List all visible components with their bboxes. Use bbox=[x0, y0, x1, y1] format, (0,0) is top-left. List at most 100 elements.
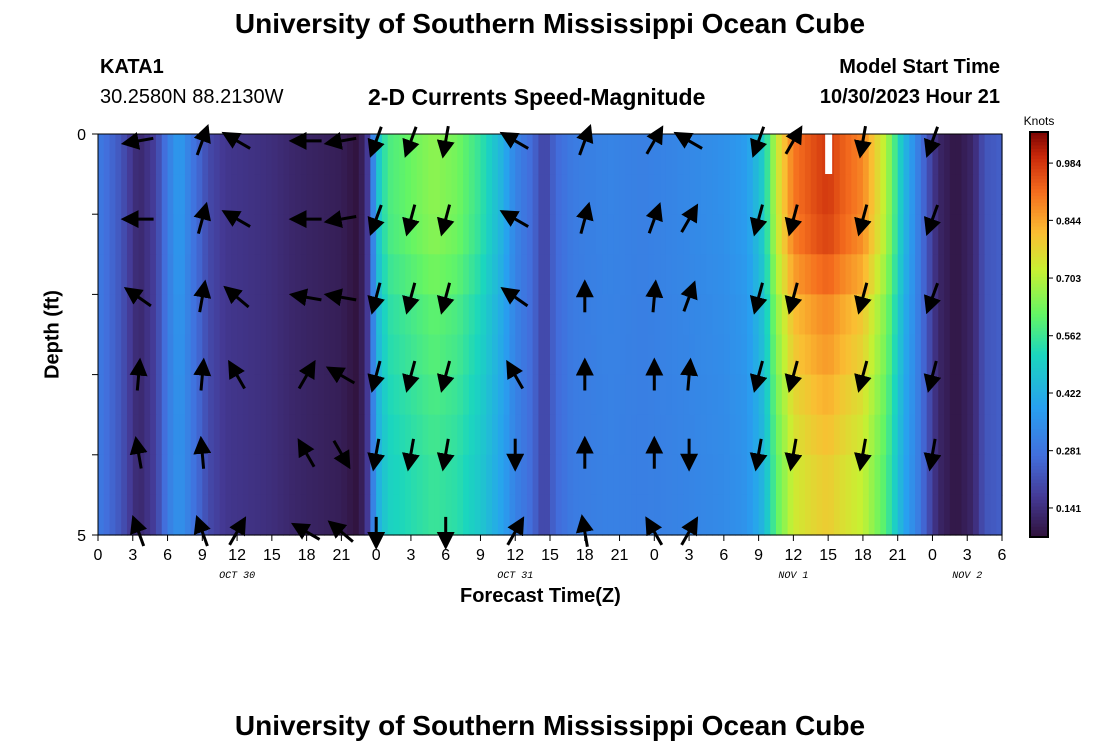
heat-cell bbox=[625, 214, 632, 255]
heat-cell bbox=[886, 374, 893, 416]
heat-cell bbox=[747, 334, 754, 376]
heat-cell bbox=[973, 494, 980, 536]
heat-cell bbox=[393, 494, 400, 536]
heat-cell bbox=[880, 134, 887, 175]
heat-cell bbox=[712, 414, 719, 456]
heat-cell bbox=[671, 374, 679, 416]
heat-cell bbox=[480, 134, 487, 175]
heat-cell bbox=[700, 334, 708, 376]
heat-cell bbox=[457, 294, 464, 336]
heat-cell bbox=[752, 174, 760, 215]
heat-cell bbox=[98, 334, 105, 376]
heat-cell bbox=[254, 334, 261, 376]
current-vector-arrow bbox=[223, 285, 250, 309]
heat-cell bbox=[550, 334, 557, 376]
heat-cell bbox=[636, 454, 644, 496]
heat-cell bbox=[422, 414, 429, 456]
heat-cell bbox=[729, 294, 737, 336]
heat-cell bbox=[202, 454, 209, 496]
heat-cell bbox=[810, 294, 818, 336]
heat-cell bbox=[793, 294, 800, 336]
heat-cell bbox=[886, 174, 893, 215]
colorbar-segment bbox=[1030, 412, 1048, 417]
heat-cell bbox=[694, 134, 702, 175]
heat-cell bbox=[184, 374, 192, 416]
heat-cell bbox=[497, 294, 505, 336]
heat-cell bbox=[150, 374, 157, 416]
heat-cell bbox=[115, 254, 122, 295]
heat-cell bbox=[161, 294, 169, 336]
heat-cell bbox=[248, 334, 256, 376]
colorbar-segment bbox=[1030, 442, 1048, 447]
heat-cell bbox=[416, 494, 424, 536]
colorbar-segment bbox=[1030, 358, 1048, 363]
heat-cell bbox=[544, 134, 551, 175]
heat-cell bbox=[318, 134, 325, 175]
heat-cell bbox=[845, 174, 852, 215]
colorbar-segment bbox=[1030, 530, 1048, 535]
heat-cell bbox=[434, 134, 441, 175]
heat-cell bbox=[949, 334, 957, 376]
heat-cell bbox=[689, 254, 696, 295]
heat-cell bbox=[532, 134, 540, 175]
heat-cell bbox=[283, 454, 290, 496]
heat-cell bbox=[955, 334, 963, 376]
heat-cell bbox=[312, 174, 319, 215]
heat-cell bbox=[445, 414, 453, 456]
heat-cell bbox=[642, 294, 650, 336]
heat-cell bbox=[370, 454, 377, 496]
heat-cell bbox=[237, 334, 244, 376]
current-vector-arrow bbox=[854, 204, 872, 237]
colorbar-segment bbox=[1030, 277, 1048, 282]
heat-cell bbox=[132, 294, 140, 336]
heat-cell bbox=[793, 254, 800, 295]
heat-cell bbox=[567, 294, 574, 336]
heat-cell bbox=[144, 374, 151, 416]
heat-cell bbox=[891, 454, 899, 496]
heat-cell bbox=[538, 294, 545, 336]
heat-cell bbox=[306, 334, 314, 376]
current-vector-arrow bbox=[327, 520, 354, 543]
heat-cell bbox=[480, 414, 487, 456]
heat-cell bbox=[515, 334, 522, 376]
heat-cell bbox=[538, 134, 545, 175]
heat-cell bbox=[416, 214, 424, 255]
heat-cell bbox=[463, 414, 470, 456]
heat-cell bbox=[596, 294, 603, 336]
colorbar-tick-label: 0.844 bbox=[1056, 216, 1081, 227]
current-vector-arrow bbox=[367, 438, 386, 472]
heat-cell bbox=[515, 454, 522, 496]
heat-cell bbox=[352, 254, 360, 295]
heat-cell bbox=[857, 174, 864, 215]
heat-cell bbox=[115, 134, 122, 175]
heat-cell bbox=[573, 134, 580, 175]
heat-cell bbox=[567, 214, 574, 255]
heat-cell bbox=[584, 174, 592, 215]
heat-cell bbox=[416, 334, 424, 376]
heat-cell bbox=[318, 334, 325, 376]
heat-cell bbox=[405, 454, 412, 496]
heat-cell bbox=[619, 454, 626, 496]
heat-cell bbox=[387, 454, 395, 496]
heat-cell bbox=[718, 414, 725, 456]
heat-cell bbox=[260, 134, 267, 175]
heat-cell bbox=[208, 494, 215, 536]
heat-cell bbox=[920, 494, 928, 536]
heat-cell bbox=[428, 294, 435, 336]
heat-cell bbox=[213, 374, 221, 416]
heat-cell bbox=[915, 494, 922, 536]
heat-cell bbox=[851, 454, 858, 496]
heat-cell bbox=[138, 254, 145, 295]
heat-cell bbox=[561, 214, 568, 255]
heat-cell bbox=[352, 134, 360, 175]
heat-cell bbox=[150, 174, 157, 215]
heat-cell bbox=[683, 374, 690, 416]
heat-cell bbox=[561, 414, 568, 456]
heat-cell bbox=[909, 174, 916, 215]
heat-cell bbox=[804, 174, 812, 215]
x-tick-label: 18 bbox=[854, 547, 872, 564]
heat-cell bbox=[277, 214, 285, 255]
heat-cell bbox=[689, 214, 696, 255]
heat-cell bbox=[938, 494, 945, 536]
heat-cell bbox=[352, 374, 360, 416]
